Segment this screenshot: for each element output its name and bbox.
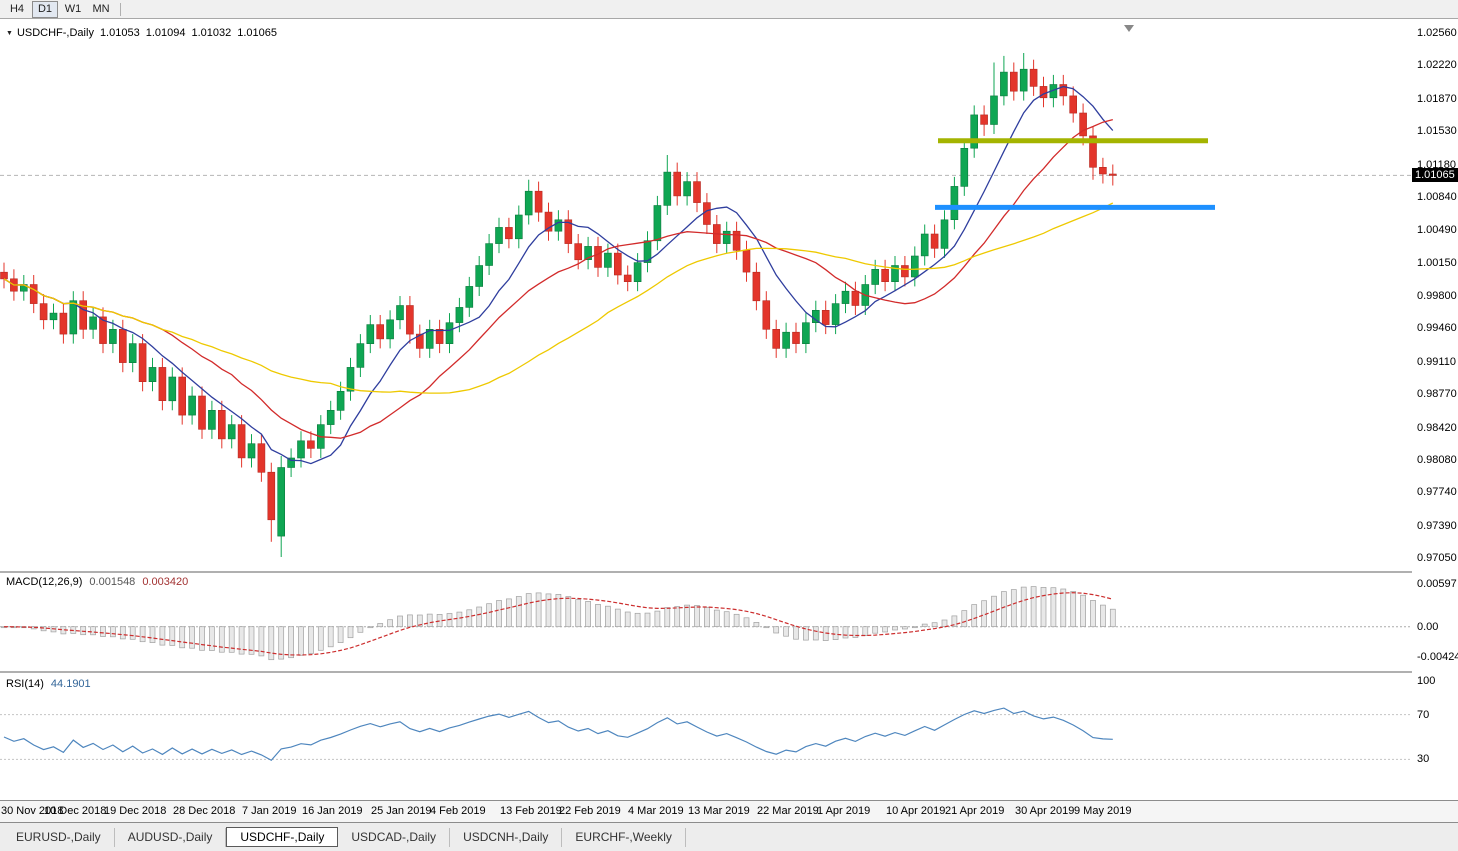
ohlc-open-value: 1.01053 bbox=[99, 27, 140, 39]
macd-axis-label: 0.00597 bbox=[1417, 577, 1457, 590]
rsi-axis-label: 70 bbox=[1417, 708, 1430, 721]
macd-panel[interactable] bbox=[0, 573, 1412, 671]
timeframe-button-mn[interactable]: MN bbox=[92, 3, 110, 15]
timeframe-button-group: H4 D1 W1 MN bbox=[3, 0, 115, 18]
ma-line-mid-red bbox=[3, 118, 1113, 439]
macd-main-value: 0.001548 bbox=[89, 576, 136, 588]
price-axis-label: 0.98770 bbox=[1417, 388, 1457, 401]
chart-shift-marker[interactable] bbox=[1124, 25, 1134, 32]
panel-separator[interactable] bbox=[0, 671, 1458, 673]
macd-label: MACD(12,26,9) 0.001548 0.003420 bbox=[6, 576, 188, 588]
price-axis-label: 1.01530 bbox=[1417, 125, 1457, 138]
time-axis-label: 13 Mar 2019 bbox=[688, 805, 750, 817]
price-axis-label: 1.02220 bbox=[1417, 59, 1457, 72]
symbol-expand-icon[interactable]: ▼ bbox=[6, 29, 13, 37]
time-axis-label: 4 Mar 2019 bbox=[628, 805, 684, 817]
current-price-tag-text: 1.01065 bbox=[1415, 169, 1455, 182]
price-axis-label: 1.00150 bbox=[1417, 256, 1457, 269]
price-axis-label: 1.01180 bbox=[1417, 158, 1456, 171]
time-axis-label: 19 Dec 2018 bbox=[104, 805, 167, 817]
timeframe-button-d1[interactable]: D1 bbox=[32, 0, 58, 18]
rsi-axis-label: 30 bbox=[1417, 753, 1430, 766]
macd-signal-value: 0.003420 bbox=[142, 576, 189, 588]
toolbar-separator bbox=[120, 2, 121, 16]
chart-tab-usdcad-daily[interactable]: USDCAD-,Daily bbox=[338, 828, 451, 847]
price-axis-label: 1.00840 bbox=[1417, 190, 1457, 203]
time-axis-label: 28 Dec 2018 bbox=[173, 805, 236, 817]
price-axis-label: 0.99110 bbox=[1417, 355, 1456, 368]
price-axis-label: 1.00490 bbox=[1417, 224, 1457, 237]
time-axis-label: 25 Jan 2019 bbox=[371, 805, 432, 817]
timeframe-toolbar: H4 D1 W1 MN bbox=[0, 0, 1458, 19]
candles-layer bbox=[0, 53, 1117, 557]
chart-tabbar: EURUSD-,Daily AUDUSD-,Daily USDCHF-,Daily U… bbox=[0, 823, 1458, 851]
time-axis-label: 21 Apr 2019 bbox=[945, 805, 1005, 817]
rsi-title: RSI(14) bbox=[6, 678, 44, 690]
macd-axis-label: 0.00 bbox=[1417, 620, 1439, 633]
time-axis-label: 22 Mar 2019 bbox=[757, 805, 819, 817]
symbol-ohlc-header: ▼ USDCHF-,Daily 1.01053 1.01094 1.01032 … bbox=[6, 27, 277, 39]
price-axis-label: 0.99800 bbox=[1417, 290, 1457, 302]
chart-tab-audusd-daily[interactable]: AUDUSD-,Daily bbox=[115, 828, 227, 847]
panel-separator bbox=[0, 800, 1458, 801]
ma-line-slow-yellow bbox=[3, 202, 1114, 394]
main-chart-panel[interactable] bbox=[0, 19, 1412, 571]
price-axis-label: 0.99460 bbox=[1417, 322, 1457, 335]
macd-axis-label: -0.00424 bbox=[1417, 651, 1458, 663]
time-axis-label: 9 May 2019 bbox=[1074, 805, 1132, 817]
rsi-axis-label: 100 bbox=[1417, 675, 1436, 687]
ohlc-close-value: 1.01065 bbox=[237, 27, 277, 39]
macd-histogram bbox=[1, 586, 1116, 661]
time-axis[interactable]: 30 Nov 2018 10 Dec 2018 19 Dec 2018 28 Dec … bbox=[0, 801, 1458, 823]
timeframe-button-w1[interactable]: W1 bbox=[64, 3, 82, 15]
timeframe-button-h4[interactable]: H4 bbox=[9, 3, 25, 15]
rsi-value: 44.1901 bbox=[50, 678, 91, 690]
current-price-tag: 1.01065 bbox=[1412, 168, 1458, 183]
price-axis-label: 0.97050 bbox=[1417, 552, 1457, 564]
price-axis-label: 0.97390 bbox=[1417, 519, 1457, 532]
ohlc-high-value: 1.01094 bbox=[145, 27, 186, 39]
time-axis-label: 13 Feb 2019 bbox=[500, 805, 562, 817]
rsi-line bbox=[3, 707, 1113, 762]
price-axis-label: 1.02560 bbox=[1417, 27, 1457, 39]
time-axis-label: 10 Dec 2018 bbox=[44, 805, 107, 817]
macd-title: MACD(12,26,9) bbox=[6, 576, 83, 588]
rsi-label: RSI(14) 44.1901 bbox=[6, 678, 91, 690]
chart-tab-usdcnh-daily[interactable]: USDCNH-,Daily bbox=[450, 828, 563, 847]
time-axis-label: 10 Apr 2019 bbox=[886, 805, 946, 817]
panel-separator[interactable] bbox=[0, 571, 1458, 573]
price-axis-label: 1.01870 bbox=[1417, 92, 1457, 105]
time-axis-label: 7 Jan 2019 bbox=[242, 805, 297, 817]
time-axis-label: 30 Nov 2018 bbox=[1, 805, 64, 817]
rsi-panel[interactable] bbox=[0, 673, 1412, 800]
chart-tab-eurusd-daily[interactable]: EURUSD-,Daily bbox=[3, 828, 115, 847]
time-axis-label: 16 Jan 2019 bbox=[302, 805, 363, 817]
price-axis-label: 0.98420 bbox=[1417, 421, 1457, 434]
symbol-name: USDCHF-,Daily bbox=[16, 27, 94, 39]
price-axis-label: 0.98080 bbox=[1417, 453, 1457, 466]
price-axis[interactable]: 1.02560 1.02220 1.01870 1.01530 1.01180 1.008… bbox=[1412, 19, 1458, 800]
price-axis-label: 0.97740 bbox=[1417, 486, 1457, 499]
ma-line-fast-navy bbox=[3, 85, 1114, 465]
chart-tab-usdchf-daily[interactable]: USDCHF-,Daily bbox=[226, 827, 339, 847]
macd-signal-line bbox=[3, 592, 1113, 656]
time-axis-label: 30 Apr 2019 bbox=[1015, 805, 1075, 817]
chart-tab-eurchf-weekly[interactable]: EURCHF-,Weekly bbox=[562, 828, 686, 847]
time-axis-label: 1 Apr 2019 bbox=[817, 805, 871, 817]
time-axis-label: 4 Feb 2019 bbox=[430, 805, 486, 817]
ohlc-low-value: 1.01032 bbox=[191, 27, 232, 39]
time-axis-label: 22 Feb 2019 bbox=[559, 805, 621, 817]
